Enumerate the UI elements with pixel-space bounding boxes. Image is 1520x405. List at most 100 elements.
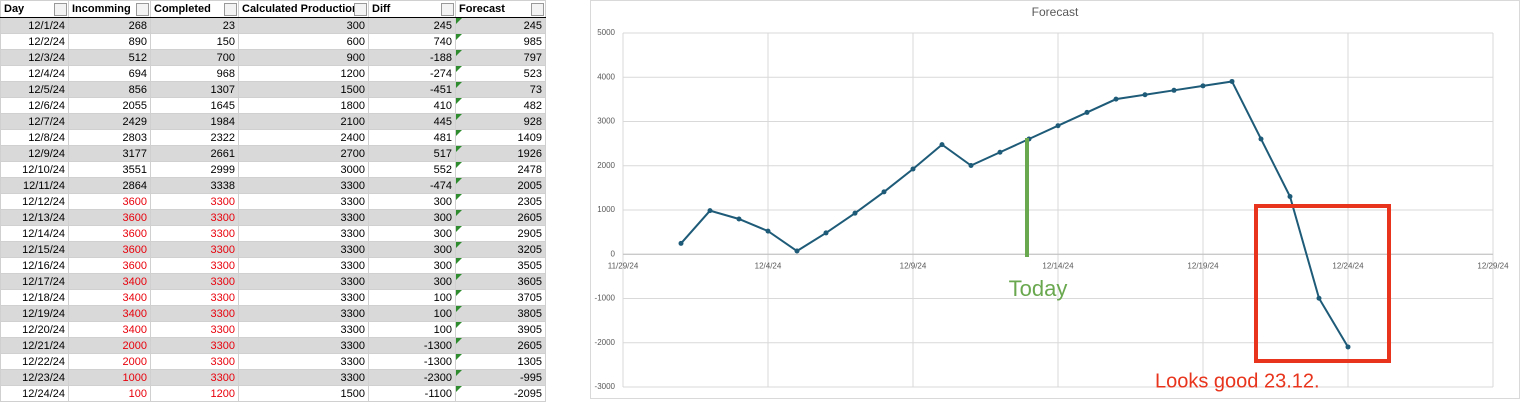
table-row: 12/1/24 268 23 300 245 245 bbox=[0, 17, 546, 34]
table-cell: 3600 bbox=[68, 209, 151, 226]
table-cell: 12/11/24 bbox=[0, 177, 69, 194]
table-row: 12/23/24 1000 3300 3300 -2300 -995 bbox=[0, 369, 546, 386]
table-cell: -1100 bbox=[368, 385, 456, 402]
column-header: Calculated Production bbox=[238, 0, 369, 18]
table-cell: 2322 bbox=[150, 129, 239, 146]
note-label: Looks good 23.12. bbox=[1155, 370, 1320, 392]
table-cell: 3300 bbox=[238, 353, 369, 370]
table-cell: 2400 bbox=[238, 129, 369, 146]
table-cell: 1800 bbox=[238, 97, 369, 114]
table-cell: 3300 bbox=[150, 305, 239, 322]
chart-area bbox=[590, 0, 1520, 399]
y-tick-label: -1000 bbox=[595, 294, 616, 303]
table-cell: -1300 bbox=[368, 353, 456, 370]
table-cell: 12/19/24 bbox=[0, 305, 69, 322]
table-cell: 100 bbox=[368, 321, 456, 338]
table-row: 12/20/24 3400 3300 3300 100 3905 bbox=[0, 321, 546, 338]
table-cell: 985 bbox=[455, 33, 546, 50]
table-cell: 3605 bbox=[455, 273, 546, 290]
x-tick-label: 12/24/24 bbox=[1332, 261, 1364, 270]
table-cell: 2605 bbox=[455, 209, 546, 226]
table-cell: 12/5/24 bbox=[0, 81, 69, 98]
table-cell: 1200 bbox=[150, 385, 239, 402]
table-cell: 1200 bbox=[238, 65, 369, 82]
table-cell: 3300 bbox=[150, 241, 239, 258]
table-cell: 100 bbox=[68, 385, 151, 402]
table-cell: 2803 bbox=[68, 129, 151, 146]
table-cell: 12/23/24 bbox=[0, 369, 69, 386]
table-cell: 928 bbox=[455, 113, 546, 130]
table-cell: 268 bbox=[68, 17, 151, 34]
table-cell: -2300 bbox=[368, 369, 456, 386]
table-cell: 2000 bbox=[68, 353, 151, 370]
data-point bbox=[852, 210, 858, 216]
column-header: Forecast bbox=[455, 0, 546, 18]
table-cell: 517 bbox=[368, 145, 456, 162]
table-cell: -995 bbox=[455, 369, 546, 386]
chart-title: Forecast bbox=[1032, 5, 1079, 19]
table-cell: 300 bbox=[368, 193, 456, 210]
x-tick-label: 12/29/24 bbox=[1477, 261, 1509, 270]
table-cell: 3300 bbox=[150, 209, 239, 226]
y-tick-label: 0 bbox=[611, 249, 616, 258]
table-row: 12/17/24 3400 3300 3300 300 3605 bbox=[0, 273, 546, 290]
table-row: 12/12/24 3600 3300 3300 300 2305 bbox=[0, 193, 546, 210]
y-tick-label: -2000 bbox=[595, 338, 616, 347]
spreadsheet: Day Incomming Completed Calculated Producti… bbox=[0, 0, 546, 402]
table-cell: 12/10/24 bbox=[0, 161, 69, 178]
table-cell: 12/17/24 bbox=[0, 273, 69, 290]
table-cell: -451 bbox=[368, 81, 456, 98]
table-cell: 2864 bbox=[68, 177, 151, 194]
column-header: Diff bbox=[368, 0, 456, 18]
data-point bbox=[1316, 295, 1322, 301]
table-cell: 150 bbox=[150, 33, 239, 50]
table-cell: 3400 bbox=[68, 289, 151, 306]
table-cell: 12/1/24 bbox=[0, 17, 69, 34]
data-point bbox=[707, 208, 713, 214]
table-cell: 12/7/24 bbox=[0, 113, 69, 130]
table-cell: 3205 bbox=[455, 241, 546, 258]
y-tick-label: 1000 bbox=[597, 205, 615, 214]
table-cell: 1645 bbox=[150, 97, 239, 114]
table-cell: 12/24/24 bbox=[0, 385, 69, 402]
data-point bbox=[794, 248, 800, 254]
highlight-box bbox=[1254, 204, 1391, 363]
table-cell: 1500 bbox=[238, 81, 369, 98]
column-header: Completed bbox=[150, 0, 239, 18]
table-cell: 2605 bbox=[455, 337, 546, 354]
table-cell: 300 bbox=[368, 241, 456, 258]
table-row: 12/21/24 2000 3300 3300 -1300 2605 bbox=[0, 337, 546, 354]
table-cell: 2055 bbox=[68, 97, 151, 114]
x-tick-label: 12/9/24 bbox=[900, 261, 927, 270]
table-cell: 12/12/24 bbox=[0, 193, 69, 210]
x-tick-label: 12/4/24 bbox=[755, 261, 782, 270]
data-point bbox=[1287, 194, 1293, 200]
x-tick-label: 11/29/24 bbox=[608, 261, 639, 270]
table-cell: 445 bbox=[368, 113, 456, 130]
table-cell: 12/15/24 bbox=[0, 241, 69, 258]
table-cell: 410 bbox=[368, 97, 456, 114]
table-cell: 481 bbox=[368, 129, 456, 146]
table-cell: 3300 bbox=[150, 273, 239, 290]
today-label: Today bbox=[1009, 276, 1068, 301]
table-cell: 3177 bbox=[68, 145, 151, 162]
table-cell: 12/18/24 bbox=[0, 289, 69, 306]
table-cell: 12/20/24 bbox=[0, 321, 69, 338]
data-point bbox=[736, 216, 742, 222]
table-cell: 3300 bbox=[238, 369, 369, 386]
table-row: 12/9/24 3177 2661 2700 517 1926 bbox=[0, 145, 546, 162]
table-cell: 23 bbox=[150, 17, 239, 34]
table-cell: 300 bbox=[368, 273, 456, 290]
y-tick-label: 5000 bbox=[597, 28, 615, 37]
table-cell: 3300 bbox=[238, 225, 369, 242]
table-cell: 12/21/24 bbox=[0, 337, 69, 354]
table-cell: 245 bbox=[368, 17, 456, 34]
table-cell: 890 bbox=[68, 33, 151, 50]
data-point bbox=[1055, 123, 1061, 129]
table-cell: 1409 bbox=[455, 129, 546, 146]
table-cell: 300 bbox=[368, 257, 456, 274]
table-cell: 2478 bbox=[455, 161, 546, 178]
data-point bbox=[881, 189, 887, 195]
table-row: 12/5/24 856 1307 1500 -451 73 bbox=[0, 81, 546, 98]
data-point bbox=[765, 228, 771, 234]
